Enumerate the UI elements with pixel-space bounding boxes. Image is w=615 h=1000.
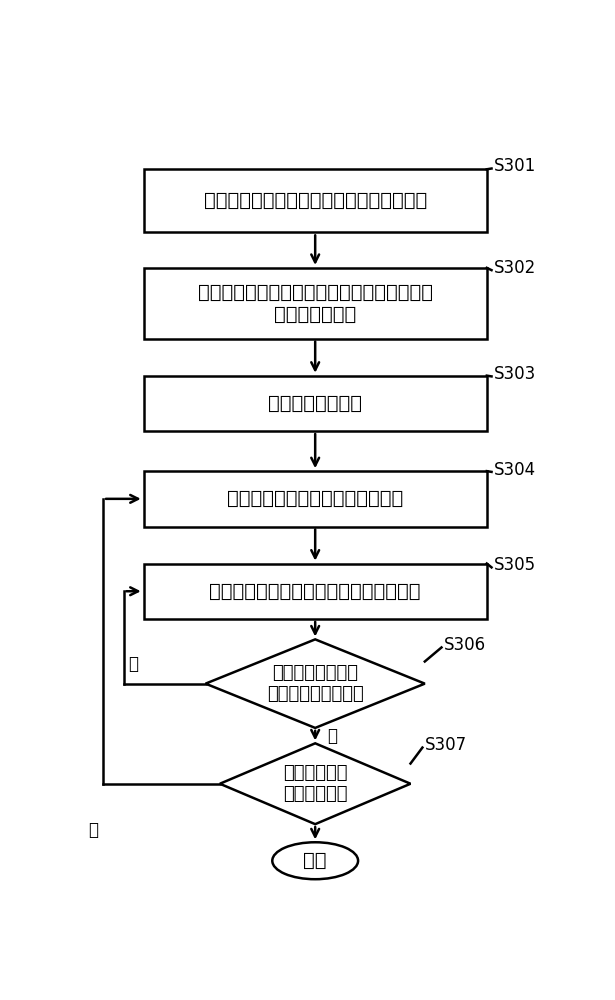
Ellipse shape [272, 842, 358, 879]
Text: S303: S303 [494, 365, 536, 383]
Bar [144, 564, 487, 619]
Bar [144, 376, 487, 431]
Text: 结束: 结束 [303, 851, 327, 870]
Text: 随机初始化樽海鞘群中个体的位置: 随机初始化樽海鞘群中个体的位置 [227, 489, 403, 508]
Text: 否: 否 [327, 727, 337, 745]
Text: S306: S306 [444, 636, 486, 654]
Bar [144, 471, 487, 527]
Text: S301: S301 [494, 157, 536, 175]
Text: S305: S305 [494, 556, 536, 574]
Text: S307: S307 [425, 736, 467, 754]
Bar [144, 268, 487, 339]
Polygon shape [220, 743, 411, 824]
Bar [144, 169, 487, 232]
Polygon shape [205, 639, 425, 728]
Text: 是: 是 [129, 655, 138, 673]
Text: 获取不同光照强度下，光伏电池的输出响应: 获取不同光照强度下，光伏电池的输出响应 [204, 191, 427, 210]
Text: S302: S302 [494, 259, 536, 277]
Text: 判断个体位置是否
超出搜索空间上下界: 判断个体位置是否 超出搜索空间上下界 [267, 664, 363, 703]
Text: 对领导者的位置和追随者的位置进行更新: 对领导者的位置和追随者的位置进行更新 [210, 582, 421, 601]
Text: 结合双二极管等效电路模型，构建樽海鞘群算
法的适应度函数: 结合双二极管等效电路模型，构建樽海鞘群算 法的适应度函数 [197, 283, 433, 324]
Text: 设定樽海鞘群参数: 设定樽海鞘群参数 [268, 394, 362, 413]
Text: 判断是否超过
最大迭代次数: 判断是否超过 最大迭代次数 [283, 764, 347, 803]
Text: 否: 否 [89, 821, 98, 839]
Text: S304: S304 [494, 461, 536, 479]
